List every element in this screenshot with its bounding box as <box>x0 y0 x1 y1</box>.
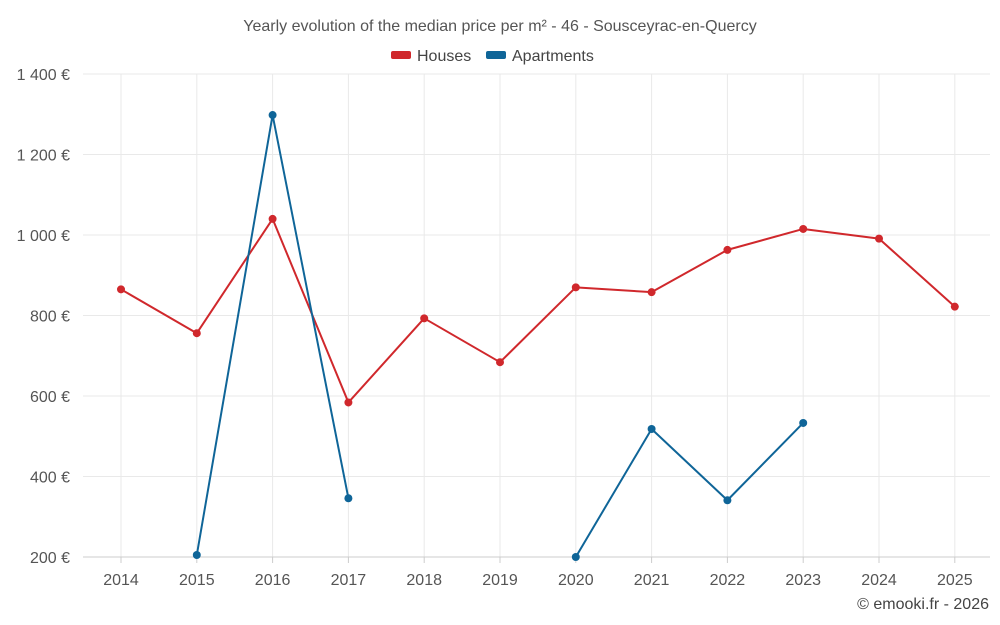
x-tick-label: 2024 <box>861 572 897 589</box>
data-point-houses[interactable] <box>496 358 504 367</box>
x-tick-label: 2016 <box>255 572 291 589</box>
data-point-houses[interactable] <box>799 224 808 233</box>
data-point-houses[interactable] <box>344 398 353 407</box>
data-point-houses[interactable] <box>723 245 732 254</box>
data-point-apartments[interactable] <box>268 111 277 120</box>
x-tick-label: 2015 <box>179 572 215 589</box>
axes: 200 € 400 € 600 € 800 € 1 000 € 1 200 € 1 400 … <box>17 67 990 589</box>
x-tick-label: 2019 <box>482 572 518 589</box>
legend: Houses Apartments <box>391 48 594 65</box>
y-tick-label: 1 200 € <box>17 148 70 165</box>
y-tick-label: 800 € <box>30 309 70 326</box>
legend-label-apartments: Apartments <box>512 48 594 65</box>
data-point-houses[interactable] <box>117 285 125 294</box>
series-line-houses <box>120 217 956 404</box>
data-point-apartments[interactable] <box>723 496 732 505</box>
data-point-apartments[interactable] <box>344 494 353 503</box>
x-tick-label: 2014 <box>103 572 139 589</box>
credit-text: © emooki.fr - 2026 <box>857 596 989 613</box>
data-point-houses[interactable] <box>571 283 580 292</box>
y-tick-label: 400 € <box>30 470 70 487</box>
series-area <box>117 111 959 561</box>
legend-swatch-houses <box>391 51 411 59</box>
data-point-houses[interactable] <box>875 234 883 243</box>
data-point-houses[interactable] <box>647 288 656 297</box>
x-tick-label: 2020 <box>558 572 594 589</box>
y-tick-label: 600 € <box>30 389 70 406</box>
x-tick-label: 2018 <box>406 572 442 589</box>
data-point-houses[interactable] <box>192 329 201 338</box>
x-tick-label: 2017 <box>331 572 367 589</box>
y-tick-label: 1 400 € <box>17 67 70 84</box>
data-point-houses[interactable] <box>950 302 959 311</box>
chart-title: Yearly evolution of the median price per… <box>243 18 756 35</box>
series-line-apartments <box>574 422 804 558</box>
data-point-houses[interactable] <box>420 314 429 323</box>
legend-label-houses: Houses <box>417 48 471 65</box>
data-point-apartments[interactable] <box>192 550 201 559</box>
x-tick-label: 2023 <box>785 572 821 589</box>
data-point-apartments[interactable] <box>799 418 808 427</box>
x-tick-label: 2025 <box>937 572 973 589</box>
data-point-houses[interactable] <box>268 214 277 223</box>
x-tick-label: 2021 <box>634 572 670 589</box>
y-tick-label: 200 € <box>30 550 70 567</box>
data-point-apartments[interactable] <box>571 553 580 561</box>
legend-swatch-apartments <box>486 51 506 59</box>
data-point-apartments[interactable] <box>647 425 656 434</box>
x-tick-label: 2022 <box>710 572 746 589</box>
y-tick-label: 1 000 € <box>17 228 70 245</box>
grid <box>83 73 990 557</box>
